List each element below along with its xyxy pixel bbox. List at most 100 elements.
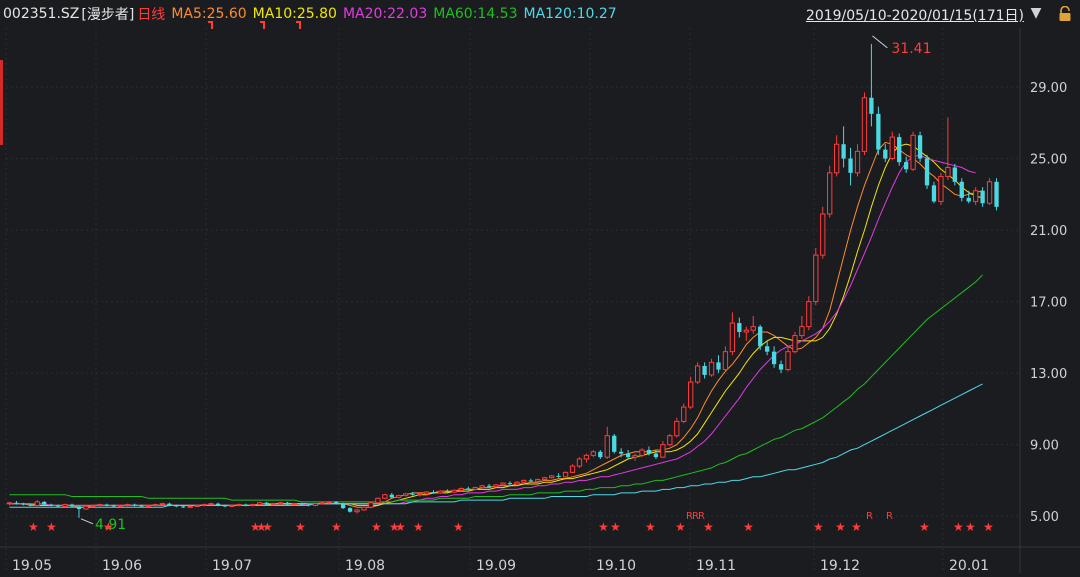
date-range[interactable]: 2019/05/10-2020/01/15(171日) <box>805 8 1024 24</box>
candle-body <box>549 475 555 479</box>
candle-body <box>743 329 749 333</box>
candle-body <box>319 502 325 505</box>
candle-body <box>514 481 520 485</box>
candle-body <box>674 420 680 437</box>
candle-body <box>472 487 478 490</box>
candle-body <box>924 158 930 186</box>
y-tick-label: 25.00 <box>1030 153 1067 168</box>
candle-body <box>423 491 430 495</box>
candle-body <box>354 509 360 513</box>
x-tick-label: 19.05 <box>12 558 52 574</box>
candle-body <box>785 351 791 371</box>
candle-body <box>959 181 964 198</box>
candle-body <box>34 501 40 506</box>
signal-star: ★ <box>675 520 686 534</box>
candle-body <box>764 346 770 352</box>
candle-body <box>576 458 583 467</box>
flag-marker <box>208 21 213 29</box>
candle-body <box>889 136 895 160</box>
min-label: 4.91 <box>95 517 126 533</box>
candle-body <box>619 451 624 454</box>
ma-line-ma5 <box>9 141 983 508</box>
candle-body <box>854 150 861 174</box>
candle-body <box>104 504 109 506</box>
ma-line-ma10 <box>9 143 983 506</box>
signal-star: ★ <box>250 520 261 534</box>
candle-body <box>396 495 402 498</box>
candle-body <box>778 364 784 370</box>
max-pointer <box>872 35 888 49</box>
candle-body <box>722 351 729 371</box>
candle-body <box>152 504 159 507</box>
signal-star: ★ <box>371 520 382 534</box>
candle-body <box>410 493 415 495</box>
x-tick-label: 19.09 <box>476 558 516 574</box>
candle-body <box>14 502 19 504</box>
candle-body <box>277 502 284 505</box>
candle-body <box>750 326 756 331</box>
candle-body <box>42 501 47 505</box>
candle-body <box>403 493 409 497</box>
candle-body <box>69 504 75 507</box>
candle-body <box>229 504 235 507</box>
candle-body <box>897 137 902 163</box>
candle-body <box>945 166 951 177</box>
candle-body <box>590 451 597 456</box>
signal-r: R <box>692 511 699 522</box>
signal-r: R <box>686 511 693 522</box>
candle-body <box>312 503 318 506</box>
signal-star: ★ <box>46 520 57 534</box>
candle-body <box>556 475 561 477</box>
candle-body <box>681 406 687 422</box>
candle-body <box>437 490 444 494</box>
stock-code[interactable]: 002351.SZ <box>3 6 80 22</box>
period-label[interactable]: 日线 <box>137 7 166 23</box>
triangle-down-icon[interactable]: ▼ <box>1030 5 1042 21</box>
flag-marker <box>296 21 301 29</box>
candle-body <box>431 492 436 494</box>
signal-star: ★ <box>395 520 406 534</box>
y-tick-label: 5.00 <box>1030 510 1059 525</box>
candle-body <box>535 479 541 482</box>
candle-body <box>76 506 82 510</box>
chart-header: 002351.SZ [漫步者] 日线 MA5:25.60 MA10:25.80 MA… <box>0 3 1080 25</box>
candle-body <box>820 213 826 256</box>
candle-body <box>90 504 96 507</box>
candle-body <box>299 503 304 505</box>
candle-body <box>6 502 13 505</box>
candle-body <box>132 504 137 506</box>
candle-body <box>952 167 957 182</box>
candle-body <box>181 506 186 508</box>
signal-star: ★ <box>295 520 306 534</box>
candle-body <box>174 505 179 507</box>
candle-body <box>869 97 874 114</box>
ma-legend-item: MA5:25.60 <box>171 6 247 22</box>
candle-body <box>994 181 999 207</box>
candle-body <box>21 503 26 505</box>
x-tick-label: 20.01 <box>949 558 989 574</box>
signal-star: ★ <box>598 520 609 534</box>
candle-body <box>729 322 736 353</box>
candle-body <box>542 477 548 481</box>
candle-body <box>799 326 805 337</box>
candle-body <box>848 158 853 173</box>
candle-body <box>28 504 33 506</box>
candle-body <box>562 471 569 478</box>
candle-body <box>646 450 652 454</box>
candle-body <box>806 301 812 328</box>
stock-name[interactable]: [漫步者] <box>81 7 135 23</box>
signal-star: ★ <box>835 520 846 534</box>
candle-body <box>521 479 527 483</box>
candle-body <box>145 504 152 507</box>
signal-star: ★ <box>953 520 964 534</box>
candle-body <box>326 501 332 504</box>
padlock-icon[interactable] <box>1058 6 1072 22</box>
candle-body <box>118 504 124 507</box>
candle-body <box>458 487 464 491</box>
candle-body <box>243 504 248 506</box>
candle-body <box>375 497 381 504</box>
candle-body <box>694 365 701 383</box>
candle-body <box>569 465 576 473</box>
